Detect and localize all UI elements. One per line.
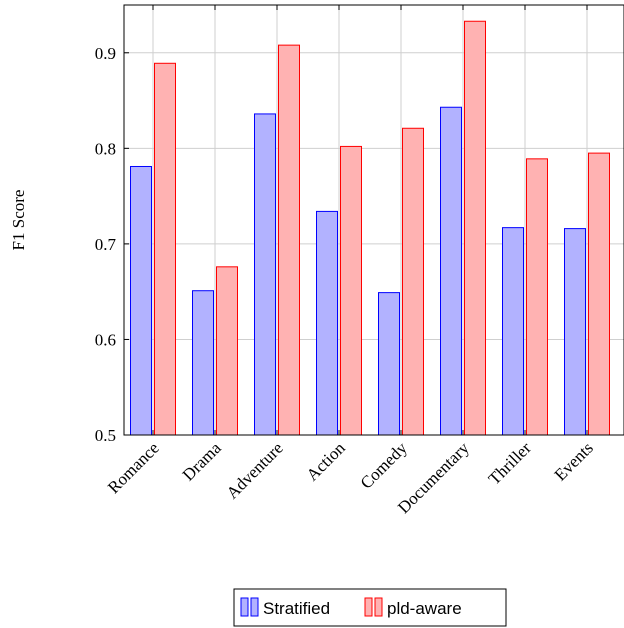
legend-swatch-stratified <box>240 597 249 617</box>
legend-label-stratified: Stratified <box>263 599 330 618</box>
x-tick-label: Adventure <box>223 438 287 502</box>
legend: Stratified pld-aware <box>233 588 507 627</box>
x-tick-label: Drama <box>179 438 225 484</box>
x-tick-label: Romance <box>104 438 163 497</box>
y-tick-label: 0.7 <box>95 235 117 254</box>
x-tick-label: Events <box>551 438 597 484</box>
bar-stratified <box>564 228 586 436</box>
bar-stratified <box>254 113 276 436</box>
y-axis-ticks: 0.5 0.6 0.7 0.8 0.9 <box>95 44 129 445</box>
bars <box>130 20 610 436</box>
bar-pld-aware <box>402 127 424 436</box>
y-tick-label: 0.9 <box>95 44 116 63</box>
y-tick-label: 0.5 <box>95 426 116 445</box>
x-tick-label: Action <box>303 438 350 485</box>
bar-stratified <box>192 290 214 436</box>
y-tick-label: 0.8 <box>95 139 116 158</box>
bar-pld-aware <box>526 158 548 436</box>
bar-pld-aware <box>216 266 238 436</box>
bar-pld-aware <box>340 145 362 436</box>
legend-swatch-pld-aware <box>364 597 373 617</box>
bar-stratified <box>378 292 400 436</box>
x-tick-label: Thriller <box>485 438 535 488</box>
bar-stratified <box>440 106 462 436</box>
bar-stratified <box>316 210 338 436</box>
bar-pld-aware <box>588 152 610 436</box>
bar-stratified <box>502 227 524 436</box>
legend-swatch-stratified <box>250 597 259 617</box>
legend-swatch-pld-aware <box>374 597 383 617</box>
bar-stratified <box>130 165 152 436</box>
bar-pld-aware <box>278 44 300 436</box>
bar-pld-aware <box>154 62 176 436</box>
bar-pld-aware <box>464 20 486 436</box>
y-tick-label: 0.6 <box>95 330 116 349</box>
x-tick-label: Comedy <box>357 438 412 493</box>
plot-frame <box>123 4 624 436</box>
y-axis-label: F1 Score <box>9 190 28 251</box>
legend-label-pld-aware: pld-aware <box>387 599 462 618</box>
grid-lines <box>124 5 624 435</box>
